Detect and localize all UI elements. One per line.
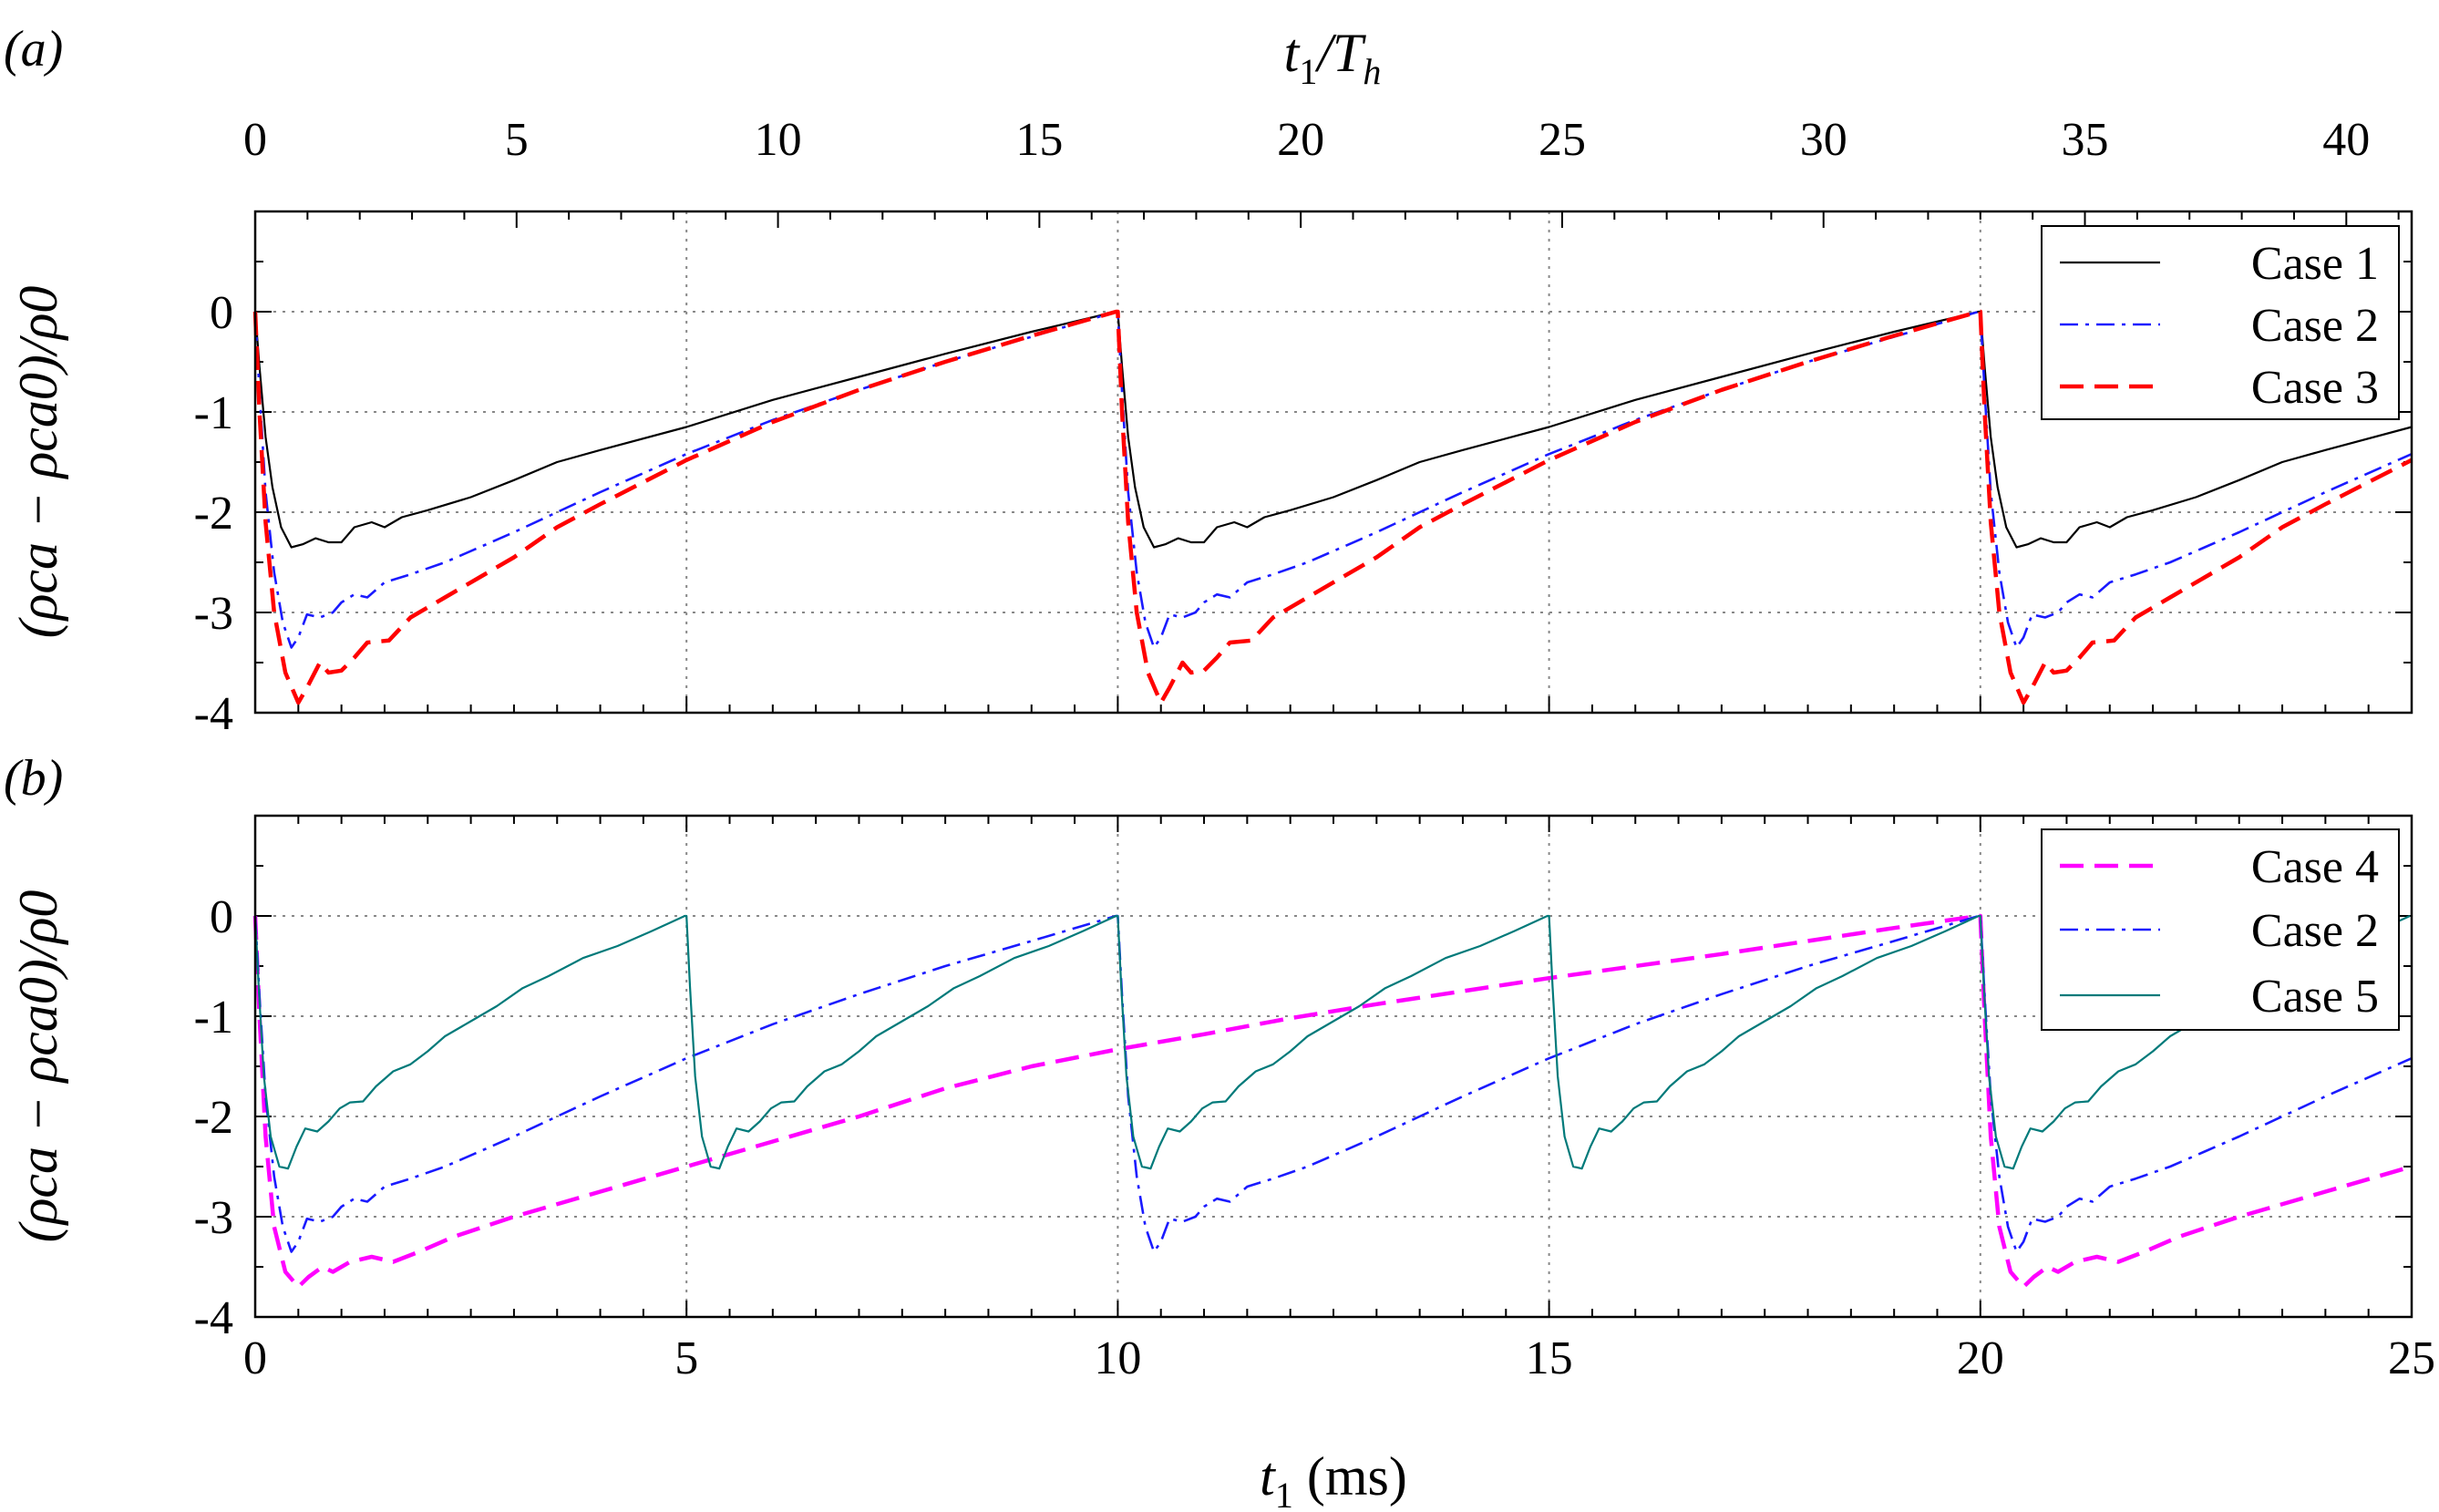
top-tick-label: 10 bbox=[755, 114, 802, 166]
series-line-case-3 bbox=[252, 309, 2413, 705]
panel-a-y-axis-title: (ρca − ρca0)/ρ0 bbox=[8, 286, 68, 639]
top-tick-label: 15 bbox=[1015, 114, 1063, 166]
series-line-case-2 bbox=[253, 914, 2413, 1253]
panel-b-y-axis-title: (ρca − ρca0)/ρ0 bbox=[8, 890, 68, 1243]
top-tick-label: 30 bbox=[1800, 114, 1847, 166]
legend-a-case1-label: Case 1 bbox=[2251, 238, 2379, 290]
x-tick-label: 0 bbox=[243, 1332, 267, 1384]
legend-b-case2-label: Case 2 bbox=[2251, 905, 2379, 957]
y-tick-label: -2 bbox=[194, 488, 233, 540]
y-tick-label: -2 bbox=[194, 1092, 233, 1144]
legend-a-case2-label: Case 2 bbox=[2251, 300, 2379, 352]
series-line-case-2 bbox=[253, 310, 2413, 649]
top-tick-label: 40 bbox=[2322, 114, 2370, 166]
x-tick-label: 25 bbox=[2388, 1332, 2435, 1384]
y-tick-label: 0 bbox=[210, 891, 233, 943]
series-line-case-5 bbox=[253, 914, 2411, 1170]
panel-a-frame bbox=[253, 210, 2413, 715]
top-tick-label: 20 bbox=[1277, 114, 1324, 166]
y-tick-label: -3 bbox=[194, 588, 233, 640]
y-tick-label: -4 bbox=[194, 688, 233, 740]
y-tick-label: -3 bbox=[194, 1192, 233, 1244]
legend-b-case4-label: Case 4 bbox=[2251, 841, 2379, 893]
top-tick-label: 25 bbox=[1539, 114, 1586, 166]
panel-b-frame bbox=[253, 814, 2413, 1319]
panel-a-series bbox=[252, 309, 2413, 705]
x-tick-label: 15 bbox=[1526, 1332, 1573, 1384]
series-line-case-4 bbox=[252, 913, 2413, 1290]
panel-a-top-axis-title: t1/Th bbox=[1284, 23, 1382, 92]
y-tick-label: 0 bbox=[210, 287, 233, 339]
panel-a-chart: 0 5 10 15 20 25 30 35 40 0 -1 -2 -3 -4 (a) t1/Th (ρca… bbox=[4, 21, 2413, 740]
x-tick-label: 10 bbox=[1094, 1332, 1141, 1384]
y-tick-label: -4 bbox=[194, 1292, 233, 1344]
y-tick-label: -1 bbox=[194, 992, 233, 1044]
panel-b-ticks: 0 5 10 15 20 25 0 -1 -2 -3 -4 bbox=[194, 816, 2435, 1384]
panel-b-chart: 0 5 10 15 20 250-1-2-3-4 (b) (ρca − ρca0)/ρ0 … bbox=[4, 750, 2435, 1512]
series-line-case-1 bbox=[253, 310, 2413, 549]
x-tick-label: 20 bbox=[1957, 1332, 2004, 1384]
top-tick-label: 0 bbox=[243, 114, 267, 166]
top-tick-label: 5 bbox=[505, 114, 529, 166]
panel-a-label: (a) bbox=[4, 21, 63, 77]
legend-b-case5-label: Case 5 bbox=[2251, 971, 2379, 1023]
top-tick-label: 35 bbox=[2062, 114, 2109, 166]
legend-a-case3-label: Case 3 bbox=[2251, 362, 2379, 414]
panel-b-legend: Case 4 Case 2 Case 5 bbox=[2041, 828, 2400, 1031]
panel-a-legend: Case 1 Case 2 Case 3 bbox=[2041, 225, 2400, 420]
panel-b-x-axis-title: t1 (ms) bbox=[1260, 1446, 1407, 1512]
y-tick-label: -1 bbox=[194, 387, 233, 439]
panel-b-label: (b) bbox=[4, 750, 63, 807]
x-tick-label: 5 bbox=[674, 1332, 698, 1384]
panel-b-series bbox=[252, 913, 2413, 1290]
